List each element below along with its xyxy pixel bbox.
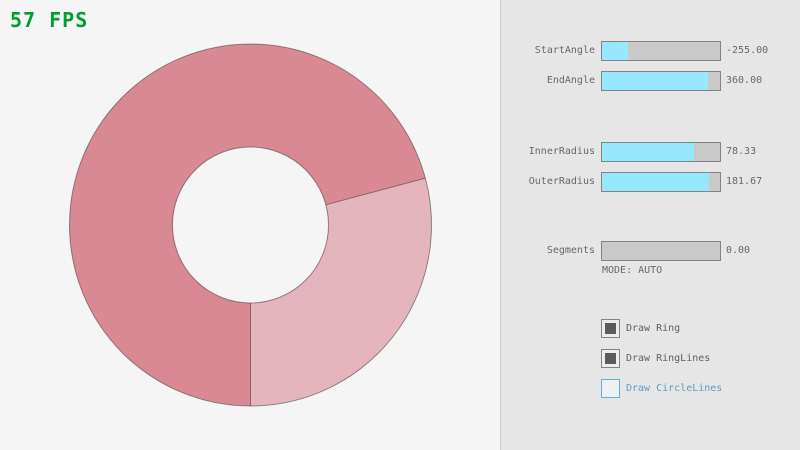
innerradius-slider-fill xyxy=(602,143,695,161)
slider-value-segments: 0.00 xyxy=(726,245,751,256)
ring-canvas xyxy=(69,43,432,407)
checkbox-check-mark xyxy=(605,353,616,364)
slider-label-outerradius: OuterRadius xyxy=(528,176,595,187)
slider-value-startangle: -255.00 xyxy=(726,45,769,56)
segments-mode-text: MODE: AUTO xyxy=(602,265,663,276)
slider-label-endangle: EndAngle xyxy=(546,75,595,86)
checkbox-row-draw-ringlines[interactable]: Draw RingLines xyxy=(601,349,800,368)
startangle-slider-fill xyxy=(602,42,628,60)
slider-value-outerradius: 181.67 xyxy=(726,176,763,187)
checkbox-check-mark xyxy=(605,323,616,334)
slider-row-innerradius: InnerRadius 78.33 xyxy=(501,142,800,162)
draw-circlelines-label: Draw CircleLines xyxy=(626,383,723,394)
endangle-slider-fill xyxy=(602,72,709,90)
draw-ring-label: Draw Ring xyxy=(626,323,681,334)
checkbox-row-draw-ring[interactable]: Draw Ring xyxy=(601,319,800,338)
slider-row-endangle: EndAngle 360.00 xyxy=(501,71,800,91)
slider-value-endangle: 360.00 xyxy=(726,75,763,86)
fps-counter: 57 FPS xyxy=(10,8,89,32)
ring-outer-line xyxy=(69,43,432,407)
slider-row-startangle: StartAngle -255.00 xyxy=(501,41,800,61)
slider-label-innerradius: InnerRadius xyxy=(528,146,595,157)
ring-edge-line-end xyxy=(325,177,426,206)
outerradius-slider-fill xyxy=(602,173,710,191)
innerradius-slider[interactable] xyxy=(601,142,721,162)
slider-value-innerradius: 78.33 xyxy=(726,146,757,157)
ring-single-pass-region xyxy=(250,178,432,406)
checkbox-row-draw-circlelines[interactable]: Draw CircleLines xyxy=(601,379,800,398)
draw-ring-checkbox[interactable] xyxy=(601,319,620,338)
outerradius-slider[interactable] xyxy=(601,172,721,192)
slider-label-segments: Segments xyxy=(546,245,595,256)
slider-row-outerradius: OuterRadius 181.67 xyxy=(501,172,800,192)
startangle-slider[interactable] xyxy=(601,41,721,61)
ring-inner-line xyxy=(172,146,329,304)
draw-circlelines-checkbox[interactable] xyxy=(601,379,620,398)
draw-ringlines-label: Draw RingLines xyxy=(626,353,711,364)
slider-label-startangle: StartAngle xyxy=(534,45,595,56)
endangle-slider[interactable] xyxy=(601,71,721,91)
slider-row-segments: Segments 0.00 xyxy=(501,241,800,261)
controls-panel: StartAngle -255.00 EndAngle 360.00 Inner… xyxy=(500,0,800,450)
draw-ringlines-checkbox[interactable] xyxy=(601,349,620,368)
segments-slider[interactable] xyxy=(601,241,721,261)
